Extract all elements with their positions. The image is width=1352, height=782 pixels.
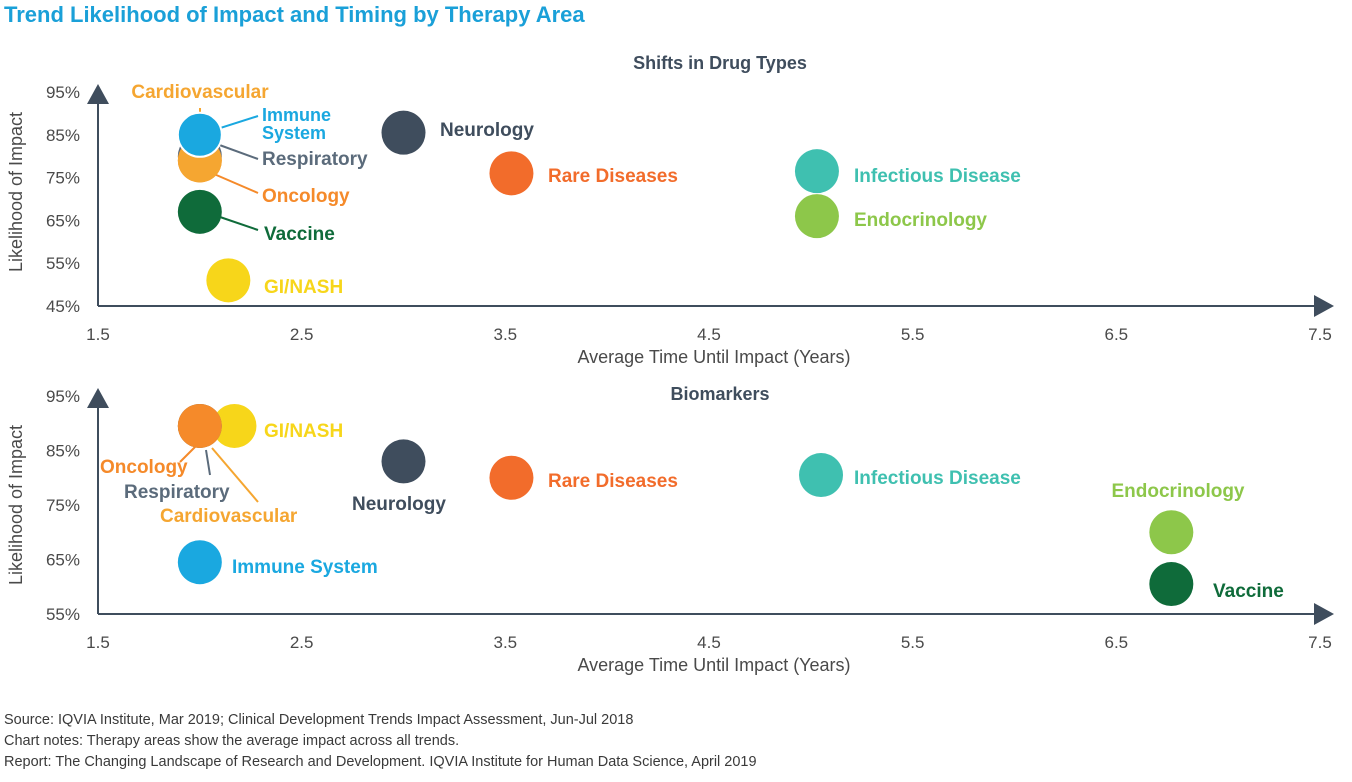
x-axis-label: Average Time Until Impact (Years): [577, 347, 850, 367]
y-tick-label: 65%: [46, 551, 80, 570]
y-tick-label: 75%: [46, 496, 80, 515]
data-point: [177, 189, 222, 234]
point-label: Vaccine: [1213, 581, 1284, 602]
y-tick-label: 85%: [46, 126, 80, 145]
x-tick-label: 7.5: [1308, 633, 1332, 652]
data-point: [176, 111, 223, 158]
x-tick-label: 7.5: [1308, 325, 1332, 344]
data-point: [1149, 510, 1194, 555]
point-label: Infectious Disease: [854, 468, 1021, 489]
x-axis-label: Average Time Until Impact (Years): [577, 655, 850, 675]
point-label: Neurology: [440, 120, 534, 141]
y-tick-label: 95%: [46, 387, 80, 406]
y-tick-label: 65%: [46, 211, 80, 230]
leader-line: [179, 445, 197, 463]
point-label: GI/NASH: [264, 421, 343, 442]
page-title: Trend Likelihood of Impact and Timing by…: [4, 2, 585, 27]
data-point: [381, 439, 426, 484]
data-point: [489, 151, 534, 196]
point-label: Infectious Disease: [854, 166, 1021, 187]
x-tick-label: 3.5: [494, 325, 518, 344]
chart-title: Biomarkers: [670, 384, 769, 404]
x-tick-label: 5.5: [901, 325, 925, 344]
data-point: [794, 194, 839, 239]
x-tick-label: 2.5: [290, 325, 314, 344]
x-axis-arrow: [1314, 295, 1334, 317]
footnotes: Source: IQVIA Institute, Mar 2019; Clini…: [4, 710, 757, 773]
x-tick-label: 1.5: [86, 325, 110, 344]
data-point: [1149, 562, 1194, 607]
point-label: Oncology: [100, 457, 188, 478]
data-point: [177, 403, 222, 448]
point-label: Respiratory: [262, 149, 368, 170]
leader-line: [213, 173, 259, 194]
point-label: Rare Diseases: [548, 471, 678, 492]
leader-line: [211, 447, 259, 503]
y-tick-label: 55%: [46, 605, 80, 624]
x-tick-label: 6.5: [1105, 325, 1129, 344]
point-label: Rare Diseases: [548, 166, 678, 187]
leader-line: [219, 216, 259, 231]
data-point: [489, 455, 534, 500]
point-label: Cardiovascular: [160, 506, 298, 527]
data-point: [381, 110, 426, 155]
x-tick-label: 6.5: [1105, 633, 1129, 652]
y-axis-arrow: [87, 84, 109, 104]
point-label: Immune: [262, 105, 331, 125]
chart-note: Chart notes: Therapy areas show the aver…: [4, 733, 460, 749]
point-label: Endocrinology: [1112, 481, 1245, 502]
x-tick-label: 3.5: [494, 633, 518, 652]
y-axis-label: Likelihood of Impact: [6, 425, 26, 585]
chart-title: Shifts in Drug Types: [633, 53, 807, 73]
y-tick-label: 75%: [46, 169, 80, 188]
point-label: Cardiovascular: [131, 82, 269, 103]
report-note: Report: The Changing Landscape of Resear…: [4, 754, 757, 770]
leader-line: [213, 142, 259, 160]
point-label: GI/NASH: [264, 277, 343, 298]
y-tick-label: 45%: [46, 297, 80, 316]
point-label: Endocrinology: [854, 210, 987, 231]
point-label: Vaccine: [264, 224, 335, 245]
source-note: Source: IQVIA Institute, Mar 2019; Clini…: [4, 712, 634, 728]
y-axis-label: Likelihood of Impact: [6, 112, 26, 272]
x-tick-label: 5.5: [901, 633, 925, 652]
x-axis-arrow: [1314, 603, 1334, 625]
leader-line: [205, 449, 211, 476]
scatter-charts: Shifts in Drug Types 1.5 2.5 3.5 4.5 5.5 6.5 7.…: [6, 53, 1334, 675]
point-label: System: [262, 123, 326, 143]
data-point: [794, 149, 839, 194]
point-label: Oncology: [262, 186, 350, 207]
y-axis-arrow: [87, 388, 109, 408]
data-point: [212, 403, 257, 448]
y-tick-label: 55%: [46, 254, 80, 273]
x-tick-label: 4.5: [697, 633, 721, 652]
y-tick-label: 85%: [46, 442, 80, 461]
point-label: Immune System: [232, 557, 378, 578]
x-tick-label: 2.5: [290, 633, 314, 652]
point-label: Neurology: [352, 494, 446, 515]
y-tick-label: 95%: [46, 83, 80, 102]
x-tick-label: 1.5: [86, 633, 110, 652]
data-point: [177, 540, 222, 585]
data-point: [206, 258, 251, 303]
point-label: Respiratory: [124, 482, 230, 503]
data-point: [799, 453, 844, 498]
x-tick-label: 4.5: [697, 325, 721, 344]
